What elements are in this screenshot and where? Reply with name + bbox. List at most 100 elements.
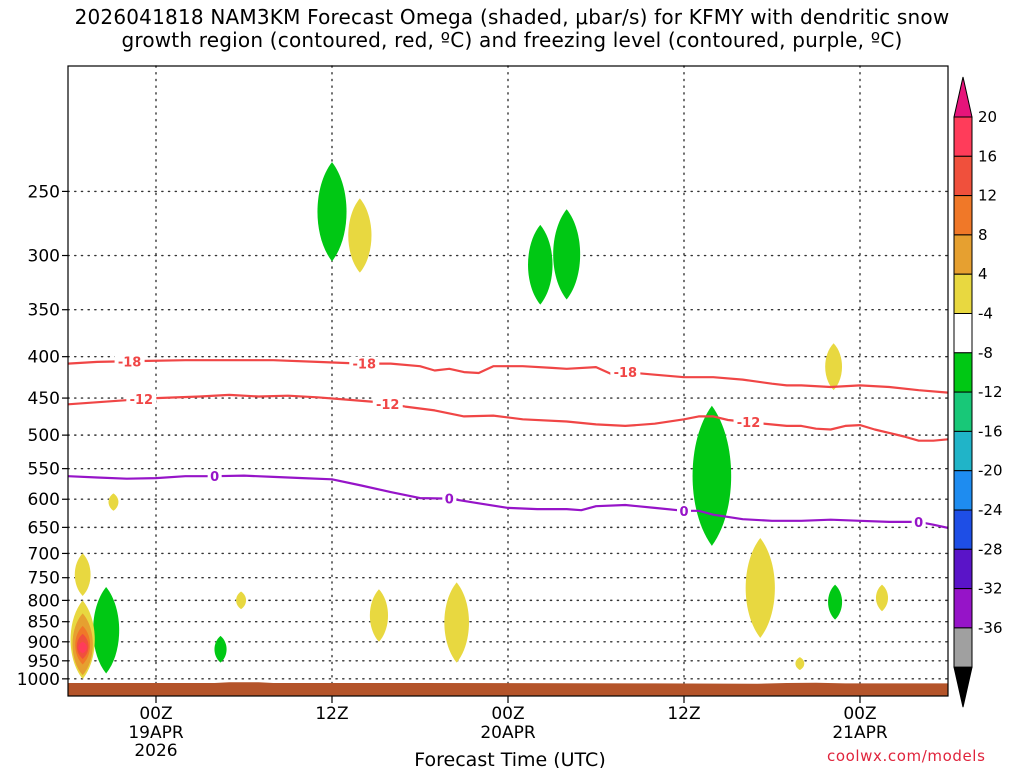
contour-label: -18 [118, 355, 142, 370]
y-tick-label: 800 [28, 591, 60, 611]
colorbar-level-label: 12 [978, 187, 997, 205]
contour-lines: -18 -18 -18 -12 -12 -12 0 0 0 0 [68, 354, 948, 531]
contour-label-background [349, 356, 380, 371]
sinking-motion-region [369, 589, 389, 642]
y-axis: 2503003504004505005506006507007508008509… [17, 182, 68, 690]
contour-0c-line [68, 474, 948, 529]
y-tick-label: 500 [28, 426, 60, 446]
x-tick-year-label: 2026 [134, 741, 177, 761]
chart-title: 2026041818 NAM3KM Forecast Omega (shaded… [0, 6, 1024, 52]
y-tick-label: 700 [28, 544, 60, 564]
y-tick-label: 950 [28, 652, 60, 672]
chart-title-line2: growth region (contoured, red, ºC) and f… [121, 28, 903, 52]
colorbar-swatch [953, 509, 973, 550]
colorbar-level-label: 16 [978, 147, 997, 165]
sinking-motion-region [108, 493, 119, 511]
colorbar-swatch [953, 470, 973, 511]
y-tick-label: 250 [28, 182, 60, 202]
contour-label-background [733, 415, 764, 430]
colorbar-level-label: -12 [978, 383, 1003, 401]
rising-motion-region [93, 586, 120, 674]
sinking-motion-region [795, 657, 805, 670]
x-tick-label: 00Z [139, 704, 172, 724]
y-tick-label: 750 [28, 569, 60, 589]
contour-label: -18 [353, 358, 377, 373]
colorbar-swatch [953, 430, 973, 472]
rising-motion-region [317, 162, 347, 262]
colorbar-swatch [953, 391, 973, 432]
colorbar-swatch [953, 116, 973, 157]
sinking-motion-region [78, 641, 87, 654]
colorbar-swatch [953, 155, 973, 197]
rising-motion-region [828, 584, 843, 620]
contour-label: 0 [914, 516, 923, 531]
contour-label: 0 [679, 505, 688, 520]
rising-motion-region [214, 635, 227, 663]
y-tick-label: 850 [28, 613, 60, 633]
contour-label: -18 [614, 366, 638, 381]
contour-label-background [372, 396, 403, 411]
colorbar-swatch [953, 234, 973, 275]
colorbar-level-label: -32 [978, 580, 1003, 598]
omega-shading [70, 162, 889, 679]
x-axis-title: Forecast Time (UTC) [414, 749, 605, 768]
contour-label: 0 [445, 493, 454, 508]
colorbar-swatch [953, 588, 973, 629]
contour-minus12c-line [68, 393, 948, 442]
rising-motion-region [553, 209, 581, 300]
colorbar: 20 16 12 8 4 -4 -8 -12 -16 -20 -24 -28 -32 -36 [953, 76, 1003, 708]
contour-label-background [911, 514, 926, 529]
colorbar-level-label: -16 [978, 422, 1003, 440]
credit-text: coolwx.com/models [827, 747, 986, 765]
x-tick-label: 00Z [491, 704, 524, 724]
sinking-motion-region [348, 198, 372, 273]
colorbar-top-arrow [953, 76, 973, 118]
colorbar-level-label: -36 [978, 619, 1003, 637]
contour-label-background [207, 469, 222, 484]
colorbar-swatch [953, 352, 973, 393]
y-tick-label: 1000 [17, 670, 60, 690]
contour-label-background [126, 392, 157, 407]
contour-label: -12 [376, 398, 400, 413]
y-tick-label: 600 [28, 490, 60, 510]
sinking-motion-region [745, 538, 775, 638]
grid-lines [67, 65, 949, 697]
colorbar-level-label: -4 [978, 305, 993, 323]
colorbar-bottom-arrow [953, 666, 973, 708]
colorbar-swatch [953, 313, 973, 354]
contour-label: -12 [737, 416, 761, 431]
sinking-motion-region [236, 591, 247, 610]
colorbar-level-label: -8 [978, 344, 993, 362]
colorbar-level-label: 4 [978, 265, 988, 283]
colorbar-level-label: 8 [978, 226, 988, 244]
y-tick-label: 350 [28, 301, 60, 321]
contour-label-background [114, 354, 145, 369]
x-tick-date-label: 21APR [832, 723, 888, 743]
colorbar-swatch [953, 273, 973, 315]
terrain-ground [68, 682, 948, 696]
chart-title-line1: 2026041818 NAM3KM Forecast Omega (shaded… [74, 5, 950, 29]
contour-label: -12 [130, 393, 154, 408]
y-tick-label: 450 [28, 389, 60, 409]
y-tick-label: 400 [28, 348, 60, 368]
y-tick-label: 900 [28, 633, 60, 653]
colorbar-level-label: 20 [978, 108, 997, 126]
y-tick-label: 550 [28, 460, 60, 480]
x-tick-date-label: 20APR [480, 723, 536, 743]
colorbar-swatch [953, 627, 973, 668]
y-tick-label: 300 [28, 247, 60, 267]
rising-motion-region [528, 224, 553, 305]
colorbar-swatch [953, 195, 973, 236]
x-tick-label: 12Z [315, 704, 348, 724]
contour-label-background [442, 491, 457, 506]
contour-label-background [677, 503, 691, 518]
sinking-motion-region [875, 584, 889, 612]
contour-label: 0 [210, 470, 219, 485]
colorbar-level-label: -28 [978, 540, 1003, 558]
colorbar-level-label: -20 [978, 462, 1003, 480]
colorbar-level-label: -24 [978, 501, 1003, 519]
x-tick-label: 00Z [843, 704, 876, 724]
y-tick-label: 650 [28, 518, 60, 538]
